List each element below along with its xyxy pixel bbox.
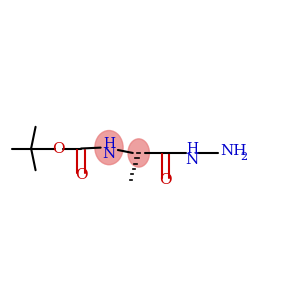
Text: O: O — [75, 168, 87, 182]
Text: H: H — [186, 142, 198, 156]
Text: NH: NH — [220, 145, 246, 158]
Text: O: O — [52, 142, 65, 155]
Text: 2: 2 — [240, 152, 247, 161]
Text: H: H — [103, 137, 115, 151]
Ellipse shape — [128, 139, 149, 167]
Text: N: N — [102, 147, 116, 161]
Ellipse shape — [95, 130, 123, 165]
Text: O: O — [159, 173, 172, 187]
Text: N: N — [186, 152, 199, 167]
